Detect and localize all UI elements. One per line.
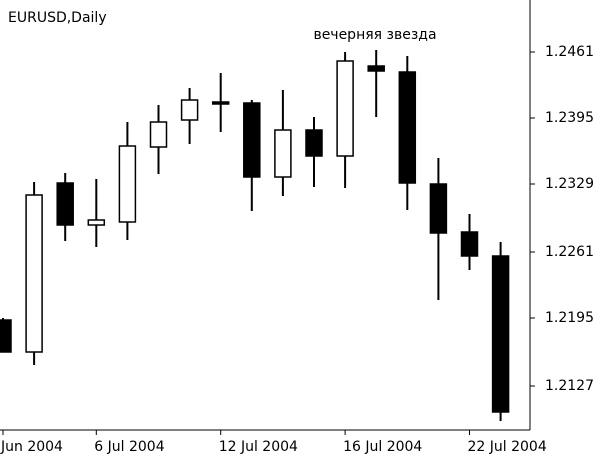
y-tick-label: 1.2461: [545, 44, 594, 60]
candle-body: [149, 121, 168, 148]
x-tick-label: 12 Jul 2004: [219, 439, 298, 455]
candle-body: [87, 219, 106, 226]
x-tick-label: 16 Jul 2004: [343, 439, 422, 455]
candle-body: [56, 182, 74, 226]
y-tick-label: 1.2329: [545, 176, 594, 192]
candle-body: [25, 194, 43, 353]
candle-body: [429, 183, 448, 234]
candle-body: [367, 65, 385, 72]
candle-body: [398, 71, 417, 184]
y-tick-label: 1.2395: [545, 110, 594, 126]
x-tick-label: 6 Jul 2004: [94, 439, 164, 455]
candle-body: [243, 102, 261, 178]
y-tick-label: 1.2195: [545, 310, 594, 326]
candle-body: [211, 101, 230, 105]
candle-body: [118, 145, 137, 223]
candle-body: [305, 129, 323, 157]
y-tick-label: 1.2261: [545, 244, 594, 260]
candle-body: [336, 60, 354, 157]
x-tick-label: 22 Jul 2004: [468, 439, 547, 455]
annotation: вечерняя звезда: [313, 27, 436, 43]
candle-body: [0, 319, 12, 353]
candle-body: [274, 129, 292, 178]
y-tick-label: 1.2127: [545, 378, 594, 394]
candle-body: [491, 255, 510, 413]
x-tick-label: Jun 2004: [0, 439, 63, 455]
candle-body: [180, 99, 199, 121]
candle-body: [460, 231, 479, 257]
chart-title: EURUSD,Daily: [8, 10, 107, 26]
